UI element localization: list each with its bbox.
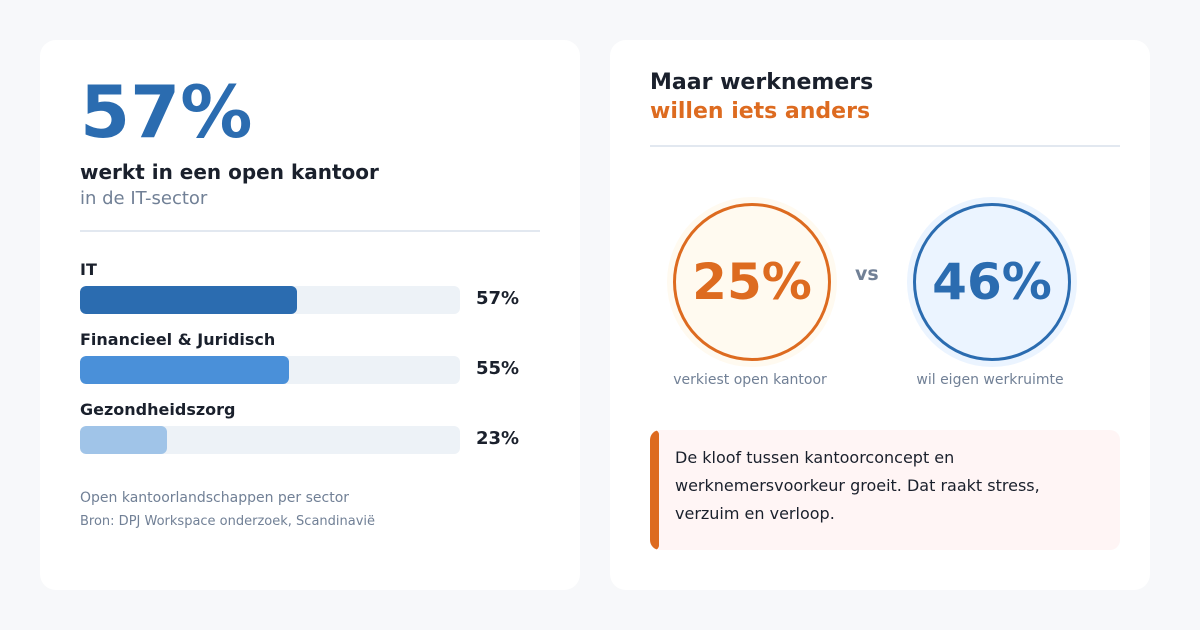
sector-card: 57% werkt in een open kantoor in de IT-s… (40, 40, 580, 590)
divider (650, 145, 1120, 147)
bar-value: 55% (476, 358, 520, 379)
bar-label: IT (80, 260, 97, 279)
card-title: Maar werknemers (650, 70, 874, 95)
headline-stat: 57% (80, 70, 253, 154)
callout-accent-bar (650, 430, 659, 550)
headline-context: in de IT-sector (80, 188, 208, 209)
bar-value: 23% (476, 428, 520, 449)
stat-label: wil eigen werkruimte (916, 372, 1064, 388)
chart-caption: Open kantoorlandschappen per sector (80, 490, 350, 506)
callout-box: De kloof tussen kantoorconcept en werkne… (650, 430, 1120, 550)
stat-value: 25% (692, 253, 812, 311)
bar-track (80, 286, 460, 314)
stat-value: 46% (932, 253, 1052, 311)
callout-text: De kloof tussen kantoorconcept en werkne… (675, 448, 1040, 523)
bar-label: Financieel & Juridisch (80, 330, 276, 349)
stat-label: verkiest open kantoor (673, 372, 827, 388)
bar-fill (80, 286, 297, 314)
bar-fill (80, 356, 289, 384)
stat-circle-own-space: 46% (913, 203, 1071, 361)
bar-track (80, 356, 460, 384)
bar-fill (80, 426, 168, 454)
bar-track (80, 426, 460, 454)
preference-card: Maar werknemers willen iets anders 25% v… (610, 40, 1150, 590)
source-note: Bron: DPJ Workspace onderzoek, Scandinav… (80, 514, 376, 529)
vs-label: vs (855, 263, 879, 285)
stat-circle-open-office: 25% (673, 203, 831, 361)
bar-value: 57% (476, 288, 520, 309)
headline-subtitle: werkt in een open kantoor (80, 160, 379, 184)
card-title-accent: willen iets anders (650, 99, 871, 124)
divider (80, 230, 540, 232)
bar-label: Gezondheidszorg (80, 400, 236, 419)
